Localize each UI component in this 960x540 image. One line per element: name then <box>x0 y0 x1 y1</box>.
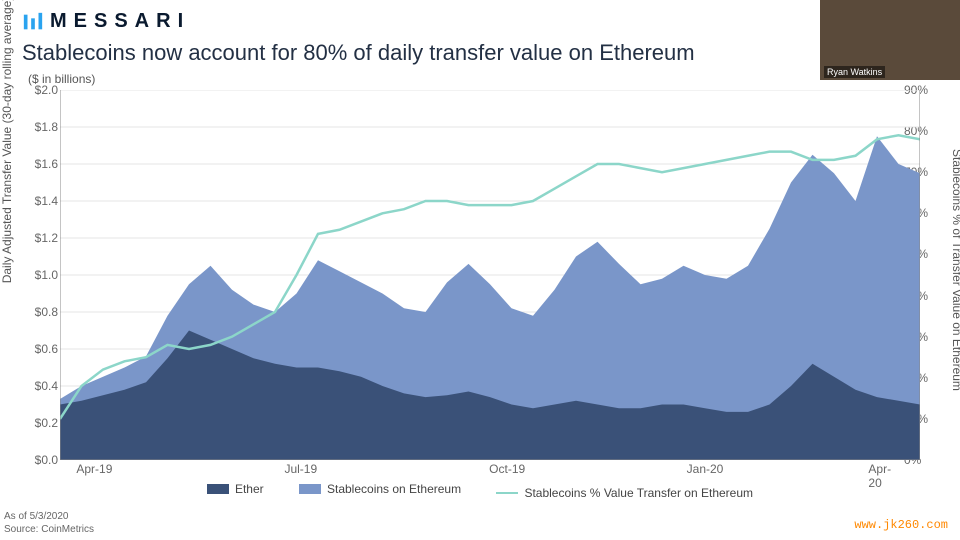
footer-source: Source: CoinMetrics <box>4 523 94 536</box>
legend-item-ether: Ether <box>207 482 264 496</box>
legend-label: Stablecoins on Ethereum <box>327 482 461 496</box>
y1-axis-ticks: $0.0$0.2$0.4$0.6$0.8$1.0$1.2$1.4$1.6$1.8… <box>20 90 58 460</box>
chart-title: Stablecoins now account for 80% of daily… <box>22 40 695 66</box>
x-axis-ticks: Apr-19Jul-19Oct-19Jan-20Apr-20 <box>60 462 920 480</box>
legend-item-stablecoins: Stablecoins on Ethereum <box>299 482 461 496</box>
chart-footer: As of 5/3/2020 Source: CoinMetrics <box>4 510 94 536</box>
messari-icon <box>22 11 44 33</box>
legend: Ether Stablecoins on Ethereum Stablecoin… <box>0 482 960 500</box>
chart-slide: MESSARI Stablecoins now account for 80% … <box>0 0 960 540</box>
webcam-overlay: Ryan Watkins <box>820 0 960 80</box>
y1-axis-title: Daily Adjusted Transfer Value (30-day ro… <box>0 0 14 300</box>
legend-item-pct: Stablecoins % Value Transfer on Ethereum <box>496 486 753 500</box>
brand-logo: MESSARI <box>22 10 190 33</box>
watermark: www.jk260.com <box>854 518 948 532</box>
webcam-name: Ryan Watkins <box>824 66 885 78</box>
plot-area <box>60 90 920 460</box>
legend-label: Stablecoins % Value Transfer on Ethereum <box>524 486 753 500</box>
y2-axis-title: Stablecoins % of Transfer Value on Ether… <box>950 110 960 430</box>
legend-label: Ether <box>235 482 264 496</box>
brand-name: MESSARI <box>50 10 190 33</box>
footer-asof: As of 5/3/2020 <box>4 510 94 523</box>
